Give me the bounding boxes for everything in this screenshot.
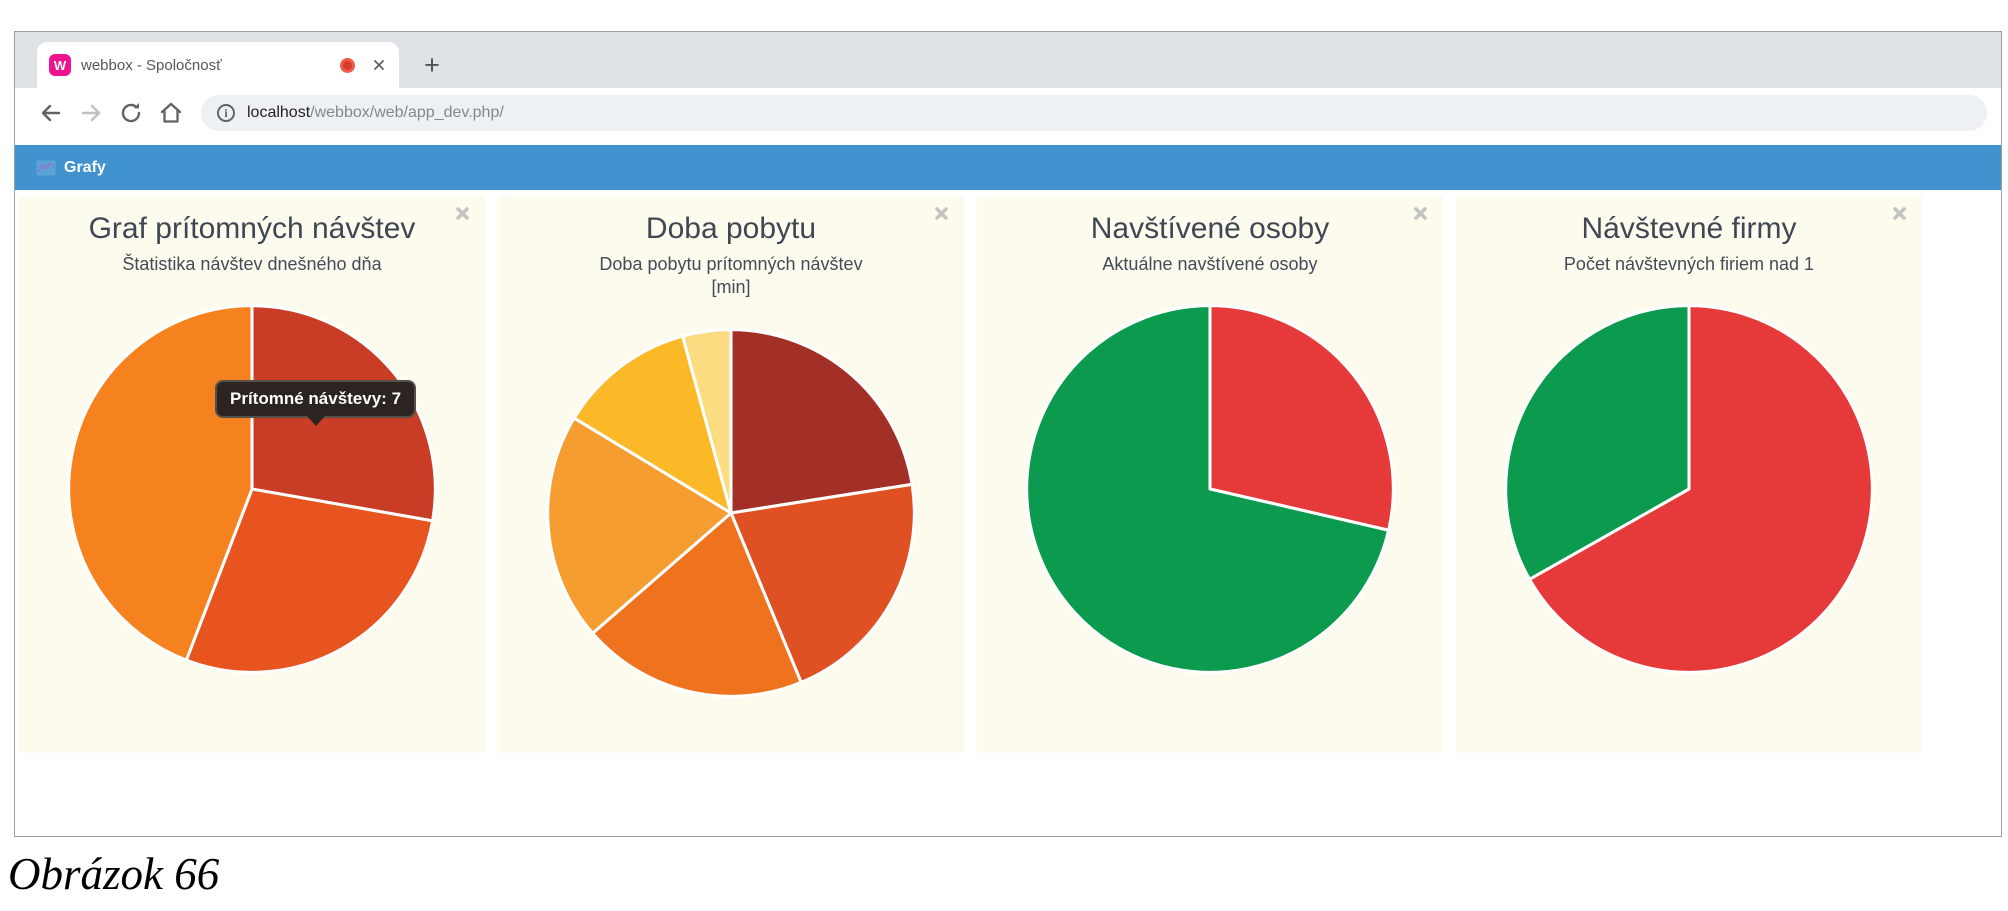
sparkline-chart-icon — [35, 159, 57, 177]
pie-slice[interactable] — [681, 327, 733, 515]
panel-doba-pobytu: Doba pobytu Doba pobytu prítomných návšt… — [498, 196, 964, 753]
url-path: /webbox/web/app_dev.php/ — [310, 104, 504, 121]
pie-slice[interactable] — [546, 416, 733, 635]
pie-slice[interactable] — [1527, 304, 1874, 675]
chart-title: Navštívené osoby — [1090, 212, 1330, 245]
charts-row: Graf prítomných návštev Štatistika návšt… — [19, 196, 1933, 753]
tooltip-value: 7 — [391, 389, 402, 408]
tab-strip: W webbox - Spoločnosť + — [15, 32, 2001, 88]
tab-recording-icon — [340, 57, 355, 73]
chart-subtitle: Počet návštevných firiem nad 1 — [1563, 254, 1815, 274]
tab-close-icon[interactable] — [369, 55, 389, 75]
chart-title: Doba pobytu — [645, 212, 817, 245]
url-text: localhost/webbox/web/app_dev.php/ — [247, 104, 504, 122]
browser-window: W webbox - Spoločnosť + — [14, 31, 2002, 837]
pie-chart-navstevne-firmy[interactable] — [1500, 300, 1878, 678]
grafy-label: Grafy — [64, 158, 106, 176]
pie-chart-pritomne-navstevy[interactable] — [63, 300, 441, 678]
chart-title: Návštevné firmy — [1581, 212, 1797, 245]
page-info-icon[interactable]: i — [217, 104, 235, 122]
reload-button[interactable] — [111, 93, 151, 133]
pie-slice[interactable] — [184, 487, 435, 675]
forward-button[interactable] — [71, 93, 111, 133]
pie-slice[interactable] — [729, 482, 916, 684]
panel-close-icon[interactable] — [453, 204, 471, 222]
grafy-header-bar: Grafy — [15, 145, 2001, 190]
wampserver-favicon-icon: W — [49, 54, 71, 76]
new-tab-button[interactable]: + — [424, 49, 440, 80]
panel-close-icon[interactable] — [1890, 204, 1908, 222]
pie-slice[interactable] — [1025, 304, 1391, 675]
chart-subtitle: Štatistika návštev dnešného dňa — [122, 254, 382, 274]
pie-slice[interactable] — [1504, 304, 1691, 582]
panel-close-icon[interactable] — [932, 204, 950, 222]
panel-navstevne-firmy: Návštevné firmy Počet návštevných firiem… — [1456, 196, 1922, 753]
panel-graf-pritomnych-navstev: Graf prítomných návštev Štatistika návšt… — [19, 196, 485, 753]
home-button[interactable] — [151, 93, 191, 133]
web-page-content: Grafy Graf prítomných návštev Štatistika… — [15, 145, 2001, 836]
chart-subtitle: Doba pobytu prítomných návštev [min] — [599, 254, 863, 298]
tab-title: webbox - Spoločnosť — [81, 56, 222, 74]
pie-slice[interactable] — [729, 327, 914, 515]
figure-caption: Obrázok 66 — [8, 849, 220, 899]
pie-chart-doba-pobytu[interactable] — [542, 324, 920, 702]
pie-slice[interactable] — [572, 334, 733, 515]
pie-slice[interactable] — [591, 511, 803, 698]
pie-slice[interactable] — [1208, 304, 1395, 533]
url-host: localhost — [247, 104, 311, 121]
browser-tab[interactable]: W webbox - Spoločnosť — [37, 42, 399, 88]
url-address-bar[interactable]: i localhost/webbox/web/app_dev.php/ — [201, 95, 1987, 131]
tooltip-label: Prítomné návštevy: — [230, 389, 387, 408]
chart-title: Graf prítomných návštev — [88, 212, 416, 245]
back-button[interactable] — [31, 93, 71, 133]
panel-navstivene-osoby: Navštívené osoby Aktuálne navštívené oso… — [977, 196, 1443, 753]
chart-tooltip: Prítomné návštevy: 7 — [215, 380, 417, 426]
chart-subtitle: Aktuálne navštívené osoby — [1102, 254, 1318, 274]
pie-chart-navstivene-osoby[interactable] — [1021, 300, 1399, 678]
panel-close-icon[interactable] — [1411, 204, 1429, 222]
pie-slice[interactable] — [67, 304, 254, 663]
browser-toolbar: i localhost/webbox/web/app_dev.php/ — [15, 88, 2001, 138]
